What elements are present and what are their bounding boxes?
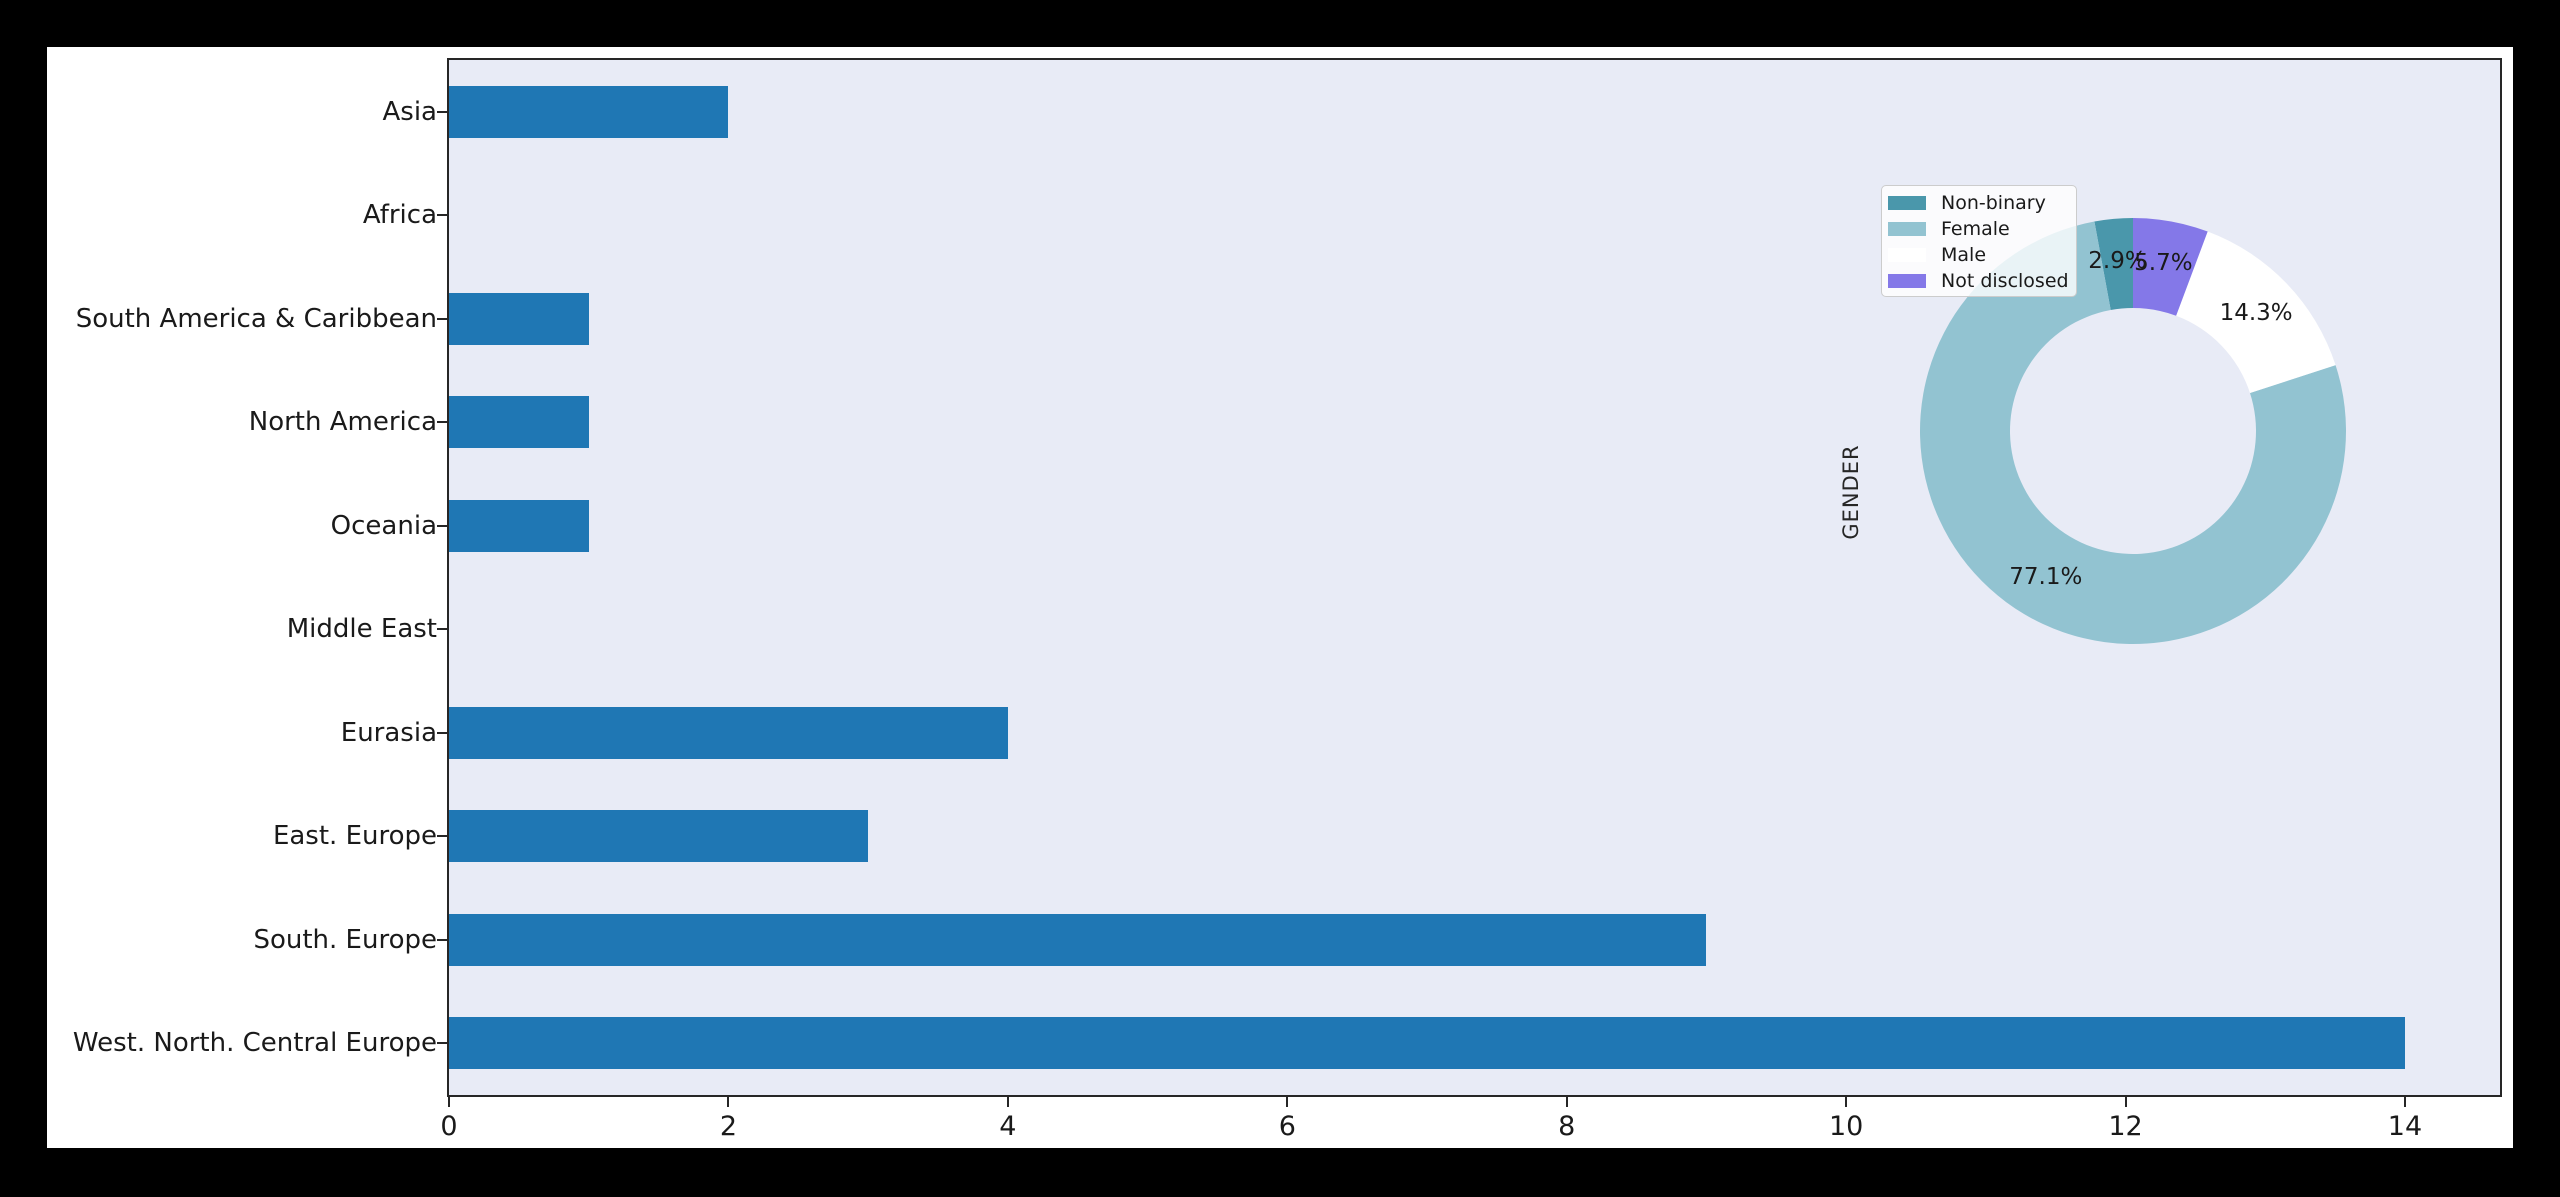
donut-slice-female	[1920, 221, 2346, 644]
legend-item-non-binary: Non-binary	[1888, 190, 2076, 216]
y-tick-mark	[437, 731, 447, 734]
legend-label-male: Male	[1941, 243, 1987, 266]
x-tick-mark	[2403, 1097, 2406, 1107]
y-tick-label-asia: Asia	[382, 96, 438, 127]
legend: Non-binary Female Male Not disclosed	[1881, 185, 2077, 297]
x-tick-label-0: 0	[440, 1111, 458, 1142]
y-tick-mark	[437, 110, 447, 113]
y-tick-label-south-america-caribbean: South America & Caribbean	[75, 303, 437, 334]
y-tick-mark	[437, 938, 447, 941]
bar-asia	[449, 85, 729, 138]
bar-north-america	[449, 396, 589, 449]
y-tick-mark	[437, 421, 447, 424]
pct-label-female: 77.1%	[2009, 564, 2083, 591]
bar-west-north-central-europe	[449, 1017, 2405, 1070]
x-tick-mark	[1006, 1097, 1009, 1107]
legend-swatch-female	[1888, 222, 1926, 236]
x-tick-label-2: 2	[719, 1111, 738, 1142]
legend-item-female: Female	[1888, 216, 2076, 242]
bar-east-europe	[449, 810, 869, 863]
donut-slice-male	[2176, 231, 2336, 393]
pct-label-non-binary: 2.9%	[2088, 248, 2147, 275]
figure-background: Asia Africa South America & Caribbean North…	[47, 47, 2513, 1148]
y-tick-label-oceania: Oceania	[330, 510, 437, 541]
legend-item-male: Male	[1888, 242, 2076, 268]
x-tick-label-6: 6	[1278, 1111, 1296, 1142]
y-tick-label-east-europe: East. Europe	[272, 821, 437, 852]
y-tick-mark	[437, 524, 447, 527]
y-tick-mark	[437, 214, 447, 217]
y-tick-label-eurasia: Eurasia	[340, 717, 437, 748]
donut-slice-not-disclosed	[2133, 218, 2208, 316]
x-tick-mark	[2124, 1097, 2127, 1107]
x-tick-mark	[1565, 1097, 1568, 1107]
y-tick-mark	[437, 628, 447, 631]
x-tick-mark	[1845, 1097, 1848, 1107]
x-tick-label-4: 4	[999, 1111, 1017, 1142]
pct-label-not-disclosed: 5.7%	[2134, 250, 2193, 277]
legend-label-not-disclosed: Not disclosed	[1941, 269, 2069, 292]
legend-swatch-non-binary	[1888, 196, 1926, 210]
donut-chart	[1920, 218, 2346, 644]
x-tick-mark	[1286, 1097, 1289, 1107]
y-tick-label-west-north-central-europe: West. North. Central Europe	[72, 1028, 437, 1059]
legend-swatch-not-disclosed	[1888, 274, 1926, 288]
x-tick-label-8: 8	[1558, 1111, 1576, 1142]
legend-item-not-disclosed: Not disclosed	[1888, 268, 2076, 294]
bar-south-europe	[449, 913, 1707, 966]
y-tick-label-south-europe: South. Europe	[253, 924, 437, 955]
bar-south-america-caribbean	[449, 292, 589, 345]
x-tick-label-12: 12	[2108, 1111, 2143, 1142]
y-tick-mark	[437, 835, 447, 838]
x-tick-mark	[448, 1097, 450, 1107]
x-tick-label-10: 10	[1828, 1111, 1864, 1142]
legend-label-non-binary: Non-binary	[1941, 191, 2046, 214]
pie-axis-label: GENDER	[1839, 444, 1863, 540]
bar-eurasia	[449, 706, 1008, 759]
y-tick-mark	[437, 317, 447, 320]
x-tick-label-14: 14	[2387, 1111, 2423, 1142]
donut-slice-non-binary	[2094, 218, 2133, 311]
y-tick-mark	[437, 1042, 447, 1045]
y-tick-label-middle-east: Middle East	[286, 614, 437, 645]
x-tick-mark	[727, 1097, 730, 1107]
legend-swatch-male	[1888, 248, 1926, 262]
bar-oceania	[449, 499, 589, 552]
legend-label-female: Female	[1941, 217, 2010, 240]
pct-label-male: 14.3%	[2219, 300, 2293, 327]
y-tick-label-north-america: North America	[248, 407, 437, 438]
y-tick-label-africa: Africa	[362, 200, 437, 231]
